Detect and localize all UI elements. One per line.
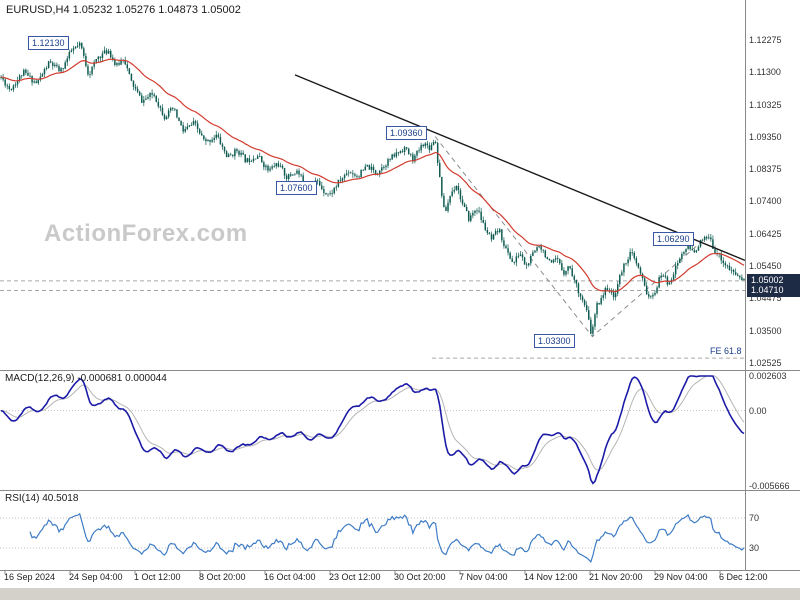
price-annotation[interactable]: 1.03300 — [534, 334, 575, 348]
macd-title: MACD(12,26,9) -0.000681 0.000044 — [5, 373, 167, 384]
price-annotation[interactable]: 1.09360 — [386, 126, 427, 140]
symbol-ohlc-header: EURUSD,H4 1.05232 1.05276 1.04873 1.0500… — [6, 4, 241, 16]
time-axis-label: 1 Oct 12:00 — [134, 572, 181, 582]
price-annotation[interactable]: 1.06290 — [653, 232, 694, 246]
rsi-title: RSI(14) 40.5018 — [5, 493, 79, 504]
price-axis-label: 1.07400 — [749, 196, 782, 207]
price-axis-label: 1.05450 — [749, 260, 782, 271]
watermark: ActionForex.com — [44, 220, 248, 247]
rsi-axis-label: 70 — [749, 513, 760, 523]
macd-axis-label: 0.002603 — [749, 371, 787, 381]
price-axis-label: 1.11300 — [749, 67, 781, 78]
time-axis-label: 24 Sep 04:00 — [69, 572, 123, 582]
price-annotation[interactable]: 1.12130 — [28, 36, 69, 50]
window-bottom-strip — [0, 588, 800, 600]
time-axis-label: 29 Nov 04:00 — [654, 572, 708, 582]
price-axis-label: 1.03500 — [749, 325, 782, 336]
price-axis-label: 1.04475 — [749, 293, 782, 304]
price-axis-label: 1.08375 — [749, 164, 782, 175]
time-axis-label: 30 Oct 20:00 — [394, 572, 446, 582]
time-axis-label: 14 Nov 12:00 — [524, 572, 578, 582]
price-axis-label: 1.06425 — [749, 228, 782, 239]
time-axis-label: 8 Oct 20:00 — [199, 572, 246, 582]
time-axis-label: 16 Oct 04:00 — [264, 572, 316, 582]
time-axis-label: 16 Sep 2024 — [4, 572, 56, 582]
price-axis-label: 1.09350 — [749, 131, 782, 142]
macd-axis-label: 0.00 — [749, 405, 767, 416]
time-axis-label: 21 Nov 20:00 — [589, 572, 643, 582]
price-axis-label: 1.02525 — [749, 357, 782, 368]
fe-label: FE 61.8 — [710, 346, 742, 357]
price-axis-label: 1.12275 — [749, 34, 782, 45]
rsi-axis-label: 30 — [749, 543, 760, 553]
time-axis-label: 7 Nov 04:00 — [459, 572, 508, 582]
time-axis-label: 23 Oct 12:00 — [329, 572, 381, 582]
price-annotation[interactable]: 1.07600 — [276, 181, 317, 195]
time-axis-label: 6 Dec 12:00 — [719, 572, 768, 582]
price-axis-label: 1.10325 — [749, 99, 782, 110]
macd-axis-label: -0.005666 — [749, 481, 790, 491]
price-level-tag: 1.04710 — [747, 284, 800, 297]
